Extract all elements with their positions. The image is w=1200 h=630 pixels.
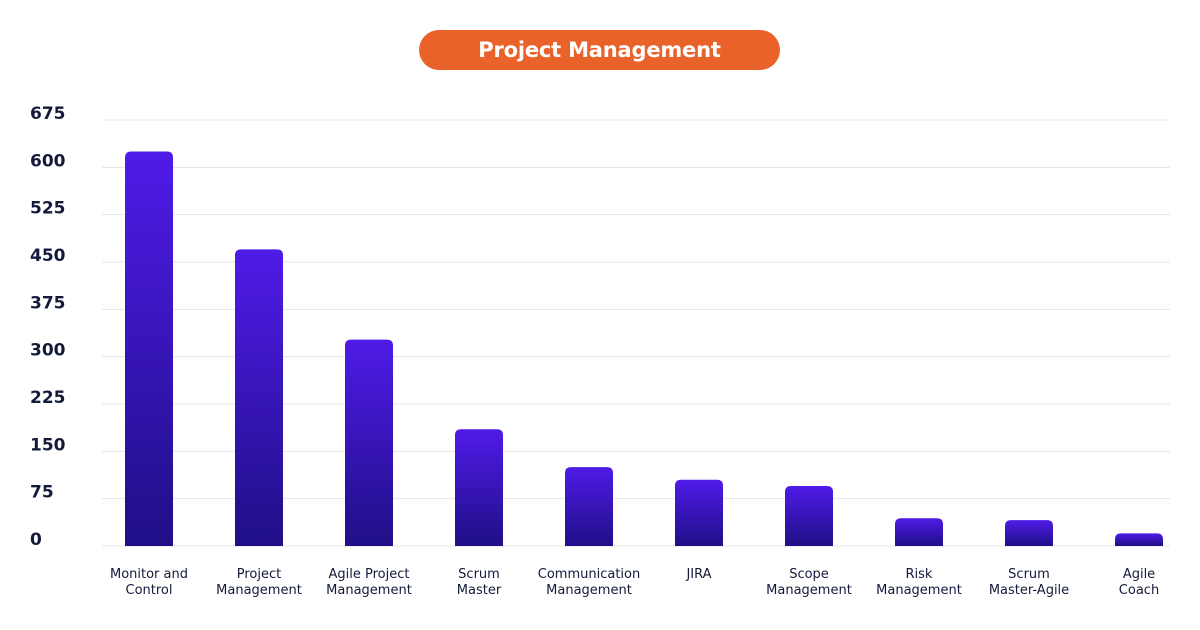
y-tick-label: 525: [30, 199, 66, 219]
y-tick-label: 0: [30, 530, 42, 550]
bar: [895, 518, 943, 546]
x-tick-label: Scrum Master-Agile: [989, 567, 1069, 598]
bars: [125, 151, 1163, 547]
x-axis-labels: Monitor and Control Project Management Agile…: [110, 567, 1159, 598]
bar: [675, 479, 723, 546]
x-tick-label: Monitor and Control: [110, 567, 188, 598]
y-tick-label: 150: [30, 435, 66, 455]
bar: [455, 429, 503, 546]
x-tick-label: JIRA: [685, 567, 711, 582]
bar: [785, 486, 833, 546]
x-tick-label: Scope Management: [766, 567, 852, 598]
y-tick-label: 375: [30, 293, 66, 313]
x-tick-label: Risk Management: [876, 567, 962, 598]
x-tick-label: Project Management: [216, 567, 302, 598]
x-tick-label: Agile Coach: [1119, 567, 1159, 598]
bar: [1005, 520, 1053, 546]
bar: [1115, 533, 1163, 546]
y-tick-label: 675: [30, 104, 66, 124]
bar: [235, 249, 283, 546]
bar: [125, 151, 173, 547]
y-tick-label: 600: [30, 151, 66, 171]
x-tick-label: Scrum Master: [457, 567, 502, 598]
y-axis-ticks: 0 75 150 225 300 375 450 525 600 675: [30, 104, 66, 550]
chart-title: Project Management: [419, 30, 780, 70]
bar: [565, 467, 613, 546]
y-tick-label: 300: [30, 341, 66, 361]
x-tick-label: Communication Management: [538, 567, 640, 598]
y-tick-label: 450: [30, 246, 66, 266]
bar: [345, 339, 393, 546]
y-tick-label: 225: [30, 388, 66, 408]
x-tick-label: Agile Project Management: [326, 567, 412, 598]
y-tick-label: 75: [30, 483, 54, 503]
